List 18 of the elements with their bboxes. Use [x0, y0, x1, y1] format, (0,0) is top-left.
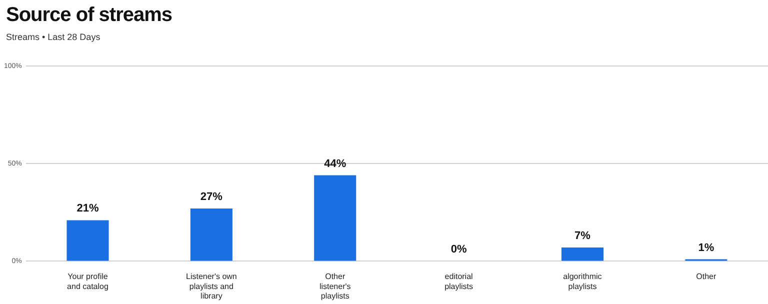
bar	[314, 175, 356, 261]
data-label: 7%	[574, 230, 591, 242]
bar	[190, 208, 232, 261]
x-tick-label: algorithmic playlists	[563, 272, 602, 291]
chart-title: Source of streams	[6, 4, 172, 27]
x-tick-label: Other	[696, 272, 716, 282]
x-tick-label: editorial playlists	[444, 272, 474, 291]
x-tick-label: Other listener's playlists	[319, 272, 351, 300]
data-label: 21%	[76, 202, 99, 215]
data-label: 0%	[450, 244, 467, 256]
bar	[66, 220, 109, 261]
data-label: 44%	[324, 158, 346, 170]
bar	[561, 248, 604, 261]
chart-subtitle: Streams • Last 28 Days	[6, 32, 100, 42]
data-label: 1%	[698, 242, 714, 254]
x-tick-label: Your profile and catalog	[67, 272, 108, 291]
x-tick-label: Listener's own playlists and library	[186, 272, 237, 300]
data-label: 27%	[200, 191, 223, 204]
